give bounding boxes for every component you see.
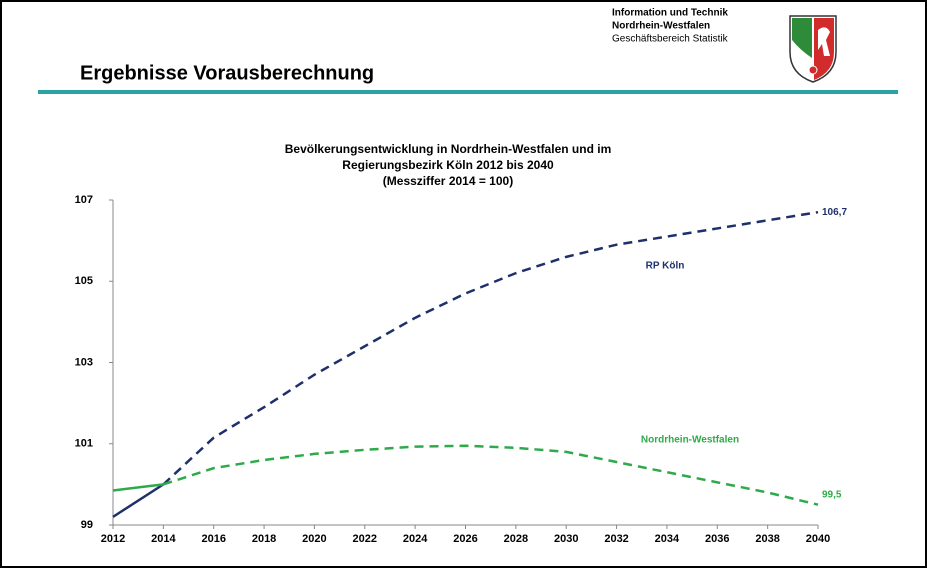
x-tick-label: 2034 (655, 533, 680, 545)
y-tick-label: 107 (75, 194, 93, 206)
x-tick-label: 2016 (201, 533, 225, 545)
x-tick-label: 2018 (252, 533, 276, 545)
series-line (112, 483, 165, 518)
chart-title: Regierungsbezirk Köln 2012 bis 2040 (342, 158, 554, 172)
series-label: Nordrhein-Westfalen (641, 435, 739, 446)
x-tick-label: 2038 (755, 533, 779, 545)
x-tick-label: 2020 (302, 533, 326, 545)
y-tick-label: 105 (75, 275, 93, 287)
series-line-projected (162, 444, 819, 506)
x-tick-label: 2030 (554, 533, 578, 545)
x-tick-label: 2014 (151, 533, 176, 545)
x-tick-label: 2012 (101, 533, 125, 545)
value-label: 106,7 (822, 207, 847, 218)
x-tick-label: 2026 (453, 533, 477, 545)
y-tick-label: 99 (81, 519, 93, 531)
org-line: Nordrhein-Westfalen (612, 21, 710, 32)
x-tick-label: 2024 (403, 533, 428, 545)
header-rule (38, 90, 898, 94)
logo (789, 15, 837, 83)
y-tick-label: 101 (75, 438, 93, 450)
x-tick-label: 2040 (806, 533, 830, 545)
org-line: Information und Technik (612, 8, 728, 19)
series-line-projected (162, 210, 819, 486)
value-label: 99,5 (822, 489, 842, 500)
slide-title: Ergebnisse Vorausberechnung (80, 62, 374, 84)
x-tick-label: 2022 (353, 533, 377, 545)
x-tick-label: 2036 (705, 533, 729, 545)
x-tick-label: 2032 (604, 533, 628, 545)
y-tick-label: 103 (75, 356, 93, 368)
x-tick-label: 2028 (504, 533, 528, 545)
chart-title: (Messziffer 2014 = 100) (383, 174, 513, 188)
series-line (112, 483, 164, 492)
series-label: RP Köln (646, 261, 685, 272)
org-line: Geschäftsbereich Statistik (612, 34, 729, 45)
chart-title: Bevölkerungsentwicklung in Nordrhein-Wes… (285, 142, 611, 156)
